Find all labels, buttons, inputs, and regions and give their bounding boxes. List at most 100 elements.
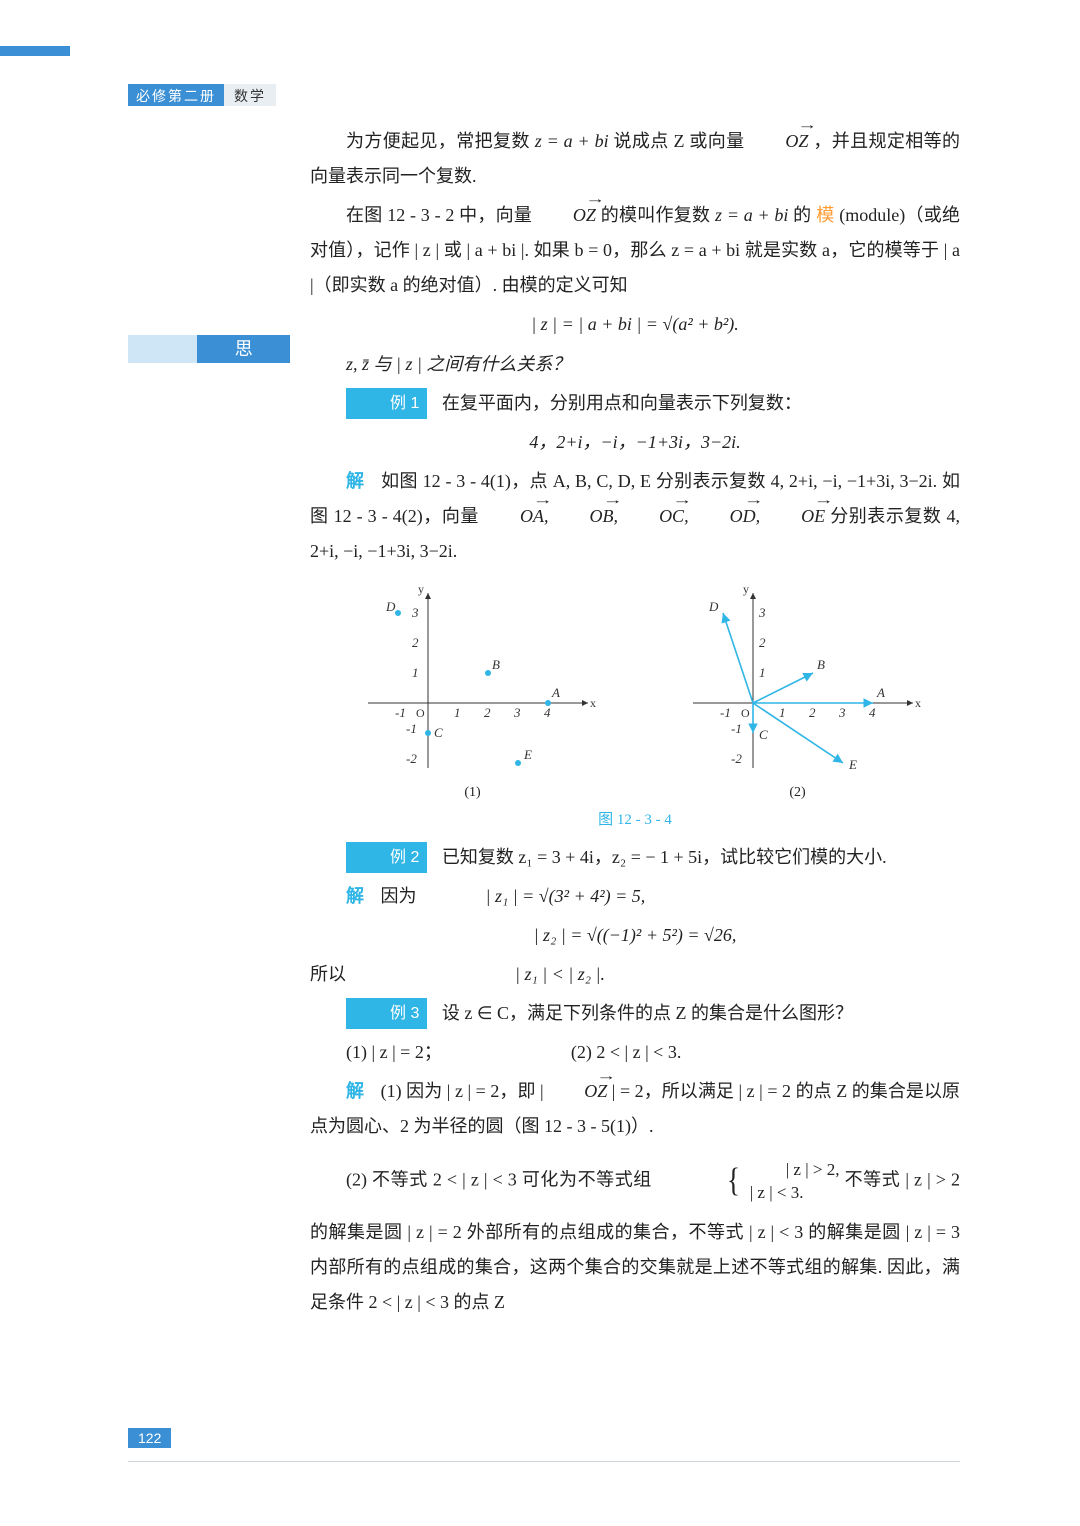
text: 为方便起见，常把复数 <box>346 131 535 151</box>
paragraph-1: 为方便起见，常把复数 z = a + bi 说成点 Z 或向量 OZ ，并且规定… <box>310 124 960 194</box>
solution-label: 解 <box>346 886 364 906</box>
equation-modulus: | z | = | a + bi | = √(a² + b²). <box>310 307 960 342</box>
example-1-solution: 解 如图 12 - 3 - 4(1)，点 A, B, C, D, E 分别表示复… <box>310 464 960 569</box>
math: | z₁ | < | z₂ |. <box>515 964 605 984</box>
text: 在图 12 - 3 - 2 中，向量 <box>346 205 537 225</box>
text: 所以 <box>310 964 346 984</box>
fig-sub-1: (1) <box>338 779 608 806</box>
text: (2) 不等式 2 < | z | < 3 可化为不等式组 <box>346 1170 657 1190</box>
figure-panel-2: x y O -1 1 2 3 4 1 2 3 -1 -2 A B <box>663 573 933 783</box>
example-2-label: 例 2 <box>346 842 427 873</box>
text: 说成点 Z 或向量 <box>613 131 749 151</box>
math: | z₁ | = √(3² + 4²) = 5, <box>486 886 646 906</box>
svg-text:2: 2 <box>412 635 419 650</box>
subject-label: 数学 <box>224 84 276 106</box>
svg-text:-2: -2 <box>731 751 742 766</box>
svg-text:2: 2 <box>484 705 491 720</box>
example-2-so-line: 所以 | z₁ | < | z₂ |. <box>310 957 960 992</box>
example-3-label: 例 3 <box>346 998 427 1029</box>
svg-text:E: E <box>848 757 857 772</box>
solution-label: 解 <box>346 1081 364 1101</box>
sidebar-think-box: 思 考 <box>128 335 290 363</box>
svg-text:y: y <box>418 582 424 596</box>
svg-text:O: O <box>741 706 750 720</box>
example-3-items: (1) | z | = 2； (2) 2 < | z | < 3. <box>310 1035 960 1070</box>
footer-divider <box>128 1461 960 1462</box>
svg-text:3: 3 <box>411 605 419 620</box>
page: 必修第二册 数学 思 考 为方便起见，常把复数 z = a + bi 说成点 Z… <box>0 0 1080 1526</box>
item-1: (1) | z | = 2； <box>346 1042 442 1062</box>
book-volume-badge: 必修第二册 <box>128 84 224 106</box>
example-1-label: 例 1 <box>346 388 427 419</box>
text: 因为 <box>381 886 417 906</box>
example-3-solution-1: 解 (1) 因为 | z | = 2，即 | OZ | = 2，所以满足 | z… <box>310 1074 960 1144</box>
vector-OZ: OZ <box>548 1074 607 1109</box>
svg-text:-1: -1 <box>731 721 742 736</box>
figure-sublabels: (1) (2) <box>310 779 960 806</box>
svg-text:4: 4 <box>869 705 876 720</box>
svg-text:A: A <box>551 685 560 700</box>
svg-text:3: 3 <box>758 605 766 620</box>
svg-text:A: A <box>876 685 885 700</box>
svg-text:E: E <box>523 747 532 762</box>
inequality-system: { | z | > 2, | z | < 3. <box>657 1148 840 1214</box>
svg-text:1: 1 <box>412 665 419 680</box>
text: 的 <box>793 205 811 225</box>
svg-text:-1: -1 <box>406 721 417 736</box>
svg-text:x: x <box>590 696 596 710</box>
sidebar-think-label: 思 考 <box>197 335 290 363</box>
svg-text:C: C <box>434 725 443 740</box>
svg-text:-2: -2 <box>406 751 417 766</box>
svg-text:D: D <box>385 599 396 614</box>
figure-panel-1: x y O -1 1 2 3 4 1 2 3 -1 -2 <box>338 573 608 783</box>
math-inline: z = a + bi <box>535 131 609 151</box>
svg-text:B: B <box>817 657 825 672</box>
svg-text:B: B <box>492 657 500 672</box>
svg-text:3: 3 <box>513 705 521 720</box>
example-3-solution-2: (2) 不等式 2 < | z | < 3 可化为不等式组 { | z | > … <box>310 1148 960 1320</box>
example-3-question: 设 z ∈ C，满足下列条件的点 Z 的集合是什么图形？ <box>442 1003 853 1023</box>
example-2-solution-line1: 解 因为 | z₁ | = √(3² + 4²) = 5, <box>310 879 960 914</box>
text: z, z̄ 与 | z | 之间有什么关系？ <box>346 354 570 374</box>
svg-text:3: 3 <box>838 705 846 720</box>
solution-label: 解 <box>346 471 364 491</box>
example-2: 例 2 已知复数 z₁ = 3 + 4i，z₂ = − 1 + 5i，试比较它们… <box>310 840 960 875</box>
fig-sub-2: (2) <box>663 779 933 806</box>
example-1: 例 1 在复平面内，分别用点和向量表示下列复数： <box>310 386 960 421</box>
paragraph-2: 在图 12 - 3 - 2 中，向量 OZ 的模叫作复数 z = a + bi … <box>310 198 960 303</box>
header: 必修第二册 数学 <box>128 84 276 106</box>
svg-text:C: C <box>759 727 768 742</box>
vectors-list: OA, OB, OC, OD, OE <box>484 506 825 526</box>
example-1-question: 在复平面内，分别用点和向量表示下列复数： <box>442 393 802 413</box>
example-2-question: 已知复数 z₁ = 3 + 4i，z₂ = − 1 + 5i，试比较它们模的大小… <box>442 847 887 867</box>
math-inline: z = a + bi <box>715 205 788 225</box>
item-2: (2) 2 < | z | < 3. <box>571 1042 682 1062</box>
svg-text:-1: -1 <box>720 705 731 720</box>
example-3: 例 3 设 z ∈ C，满足下列条件的点 Z 的集合是什么图形？ <box>310 996 960 1031</box>
svg-text:1: 1 <box>759 665 766 680</box>
text: (1) 因为 | z | = 2，即 | <box>381 1081 549 1101</box>
think-question: z, z̄ 与 | z | 之间有什么关系？ <box>310 347 960 382</box>
svg-text:2: 2 <box>809 705 816 720</box>
svg-text:-1: -1 <box>395 705 406 720</box>
top-accent-stripe <box>0 46 70 56</box>
example-2-eq2: | z₂ | = √((−1)² + 5²) = √26, <box>310 918 960 953</box>
brace-top: | z | > 2, <box>786 1160 840 1179</box>
figure-caption: 图 12 - 3 - 4 <box>310 806 960 835</box>
main-content: 为方便起见，常把复数 z = a + bi 说成点 Z 或向量 OZ ，并且规定… <box>310 124 960 1324</box>
svg-text:1: 1 <box>779 705 786 720</box>
page-number: 122 <box>128 1428 171 1448</box>
svg-text:D: D <box>708 599 719 614</box>
sidebar-stripe <box>128 335 197 363</box>
svg-text:2: 2 <box>759 635 766 650</box>
svg-text:y: y <box>743 582 749 596</box>
text: 的模叫作复数 <box>601 205 715 225</box>
text: 不等式 | z | > 2 的解集是圆 | z | = 2 外部所有的点组成的集… <box>310 1170 960 1312</box>
vector-OZ: OZ <box>537 198 596 233</box>
example-1-list: 4，2+i，−i，−1+3i，3−2i. <box>310 425 960 460</box>
svg-text:x: x <box>915 696 921 710</box>
svg-text:4: 4 <box>544 705 551 720</box>
keyword-module: 模 <box>816 205 834 225</box>
svg-text:O: O <box>416 706 425 720</box>
figure-12-3-4: x y O -1 1 2 3 4 1 2 3 -1 -2 <box>310 573 960 783</box>
